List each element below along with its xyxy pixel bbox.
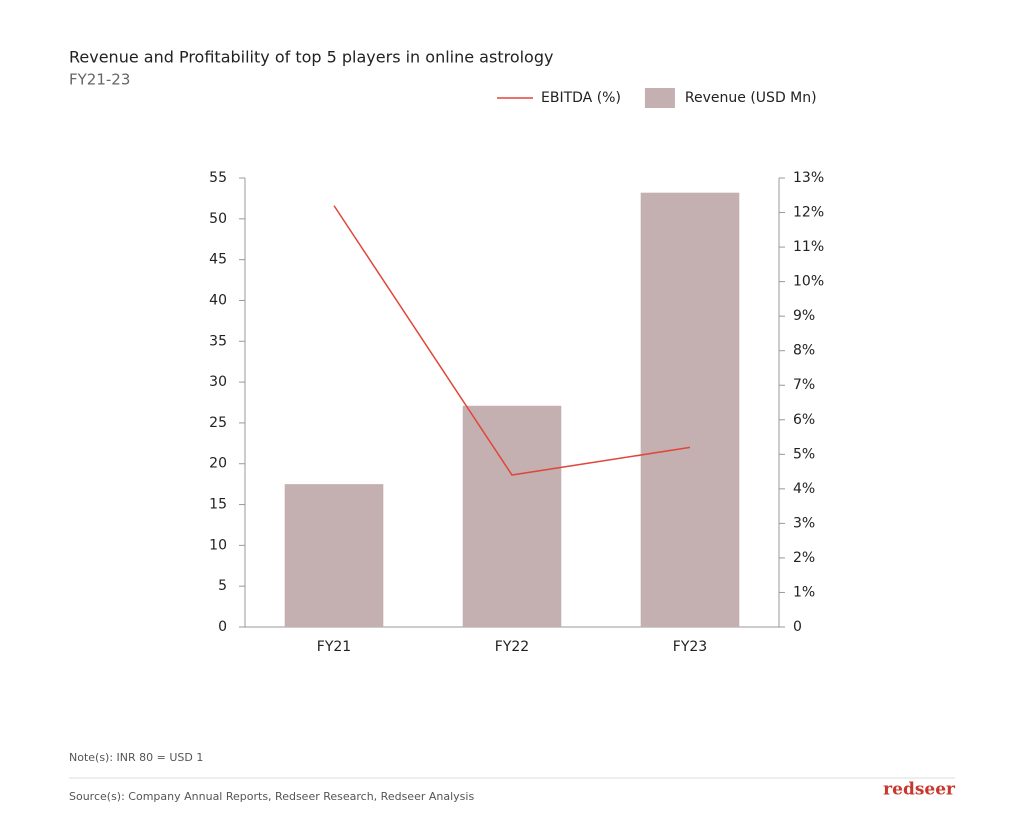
y2-tick-label: 0 [793,619,802,635]
line [333,205,691,476]
y2-tick-label: 6% [793,412,815,428]
y2-tick-label: 13% [793,170,824,186]
bar [284,484,384,627]
y-tick-label: 10 [209,537,227,553]
y-tick-label: 55 [209,170,227,186]
source: Source(s): Company Annual Reports, Redse… [69,790,474,803]
y-tick-label: 35 [209,333,227,349]
x-tick-label: FY22 [495,639,529,655]
legend-label: EBITDA (%) [541,90,621,106]
y-tick-label: 40 [209,292,227,308]
y-tick-label: 0 [218,619,227,635]
y2-tick-label: 10% [793,274,824,290]
x-tick-label: FY21 [317,639,351,655]
y-tick-label: 25 [209,415,227,431]
y-tick-label: 5 [218,578,227,594]
y-tick-label: 45 [209,252,227,268]
bar [640,192,740,627]
y2-tick-label: 12% [793,205,824,221]
y-tick-label: 20 [209,456,227,472]
x-tick-label: FY23 [673,639,707,655]
y2-tick-label: 5% [793,446,815,462]
brand-logo: redseer [883,780,956,800]
chart-title: Revenue and Profitability of top 5 playe… [69,48,553,67]
y2-tick-label: 7% [793,377,815,393]
chart-subtitle: FY21-23 [69,71,130,89]
y2-tick-label: 3% [793,515,815,531]
y-tick-label: 30 [209,374,227,390]
y2-tick-label: 2% [793,550,815,566]
y-tick-label: 50 [209,211,227,227]
y-tick-label: 15 [209,497,227,513]
note: Note(s): INR 80 = USD 1 [69,751,203,764]
y2-tick-label: 4% [793,481,815,497]
legend-swatch [644,88,675,108]
legend-label: Revenue (USD Mn) [685,90,817,106]
y2-tick-label: 9% [793,308,815,324]
y2-tick-label: 11% [793,239,824,255]
y2-tick-label: 8% [793,343,815,359]
y2-tick-label: 1% [793,584,815,600]
bar [462,405,562,627]
